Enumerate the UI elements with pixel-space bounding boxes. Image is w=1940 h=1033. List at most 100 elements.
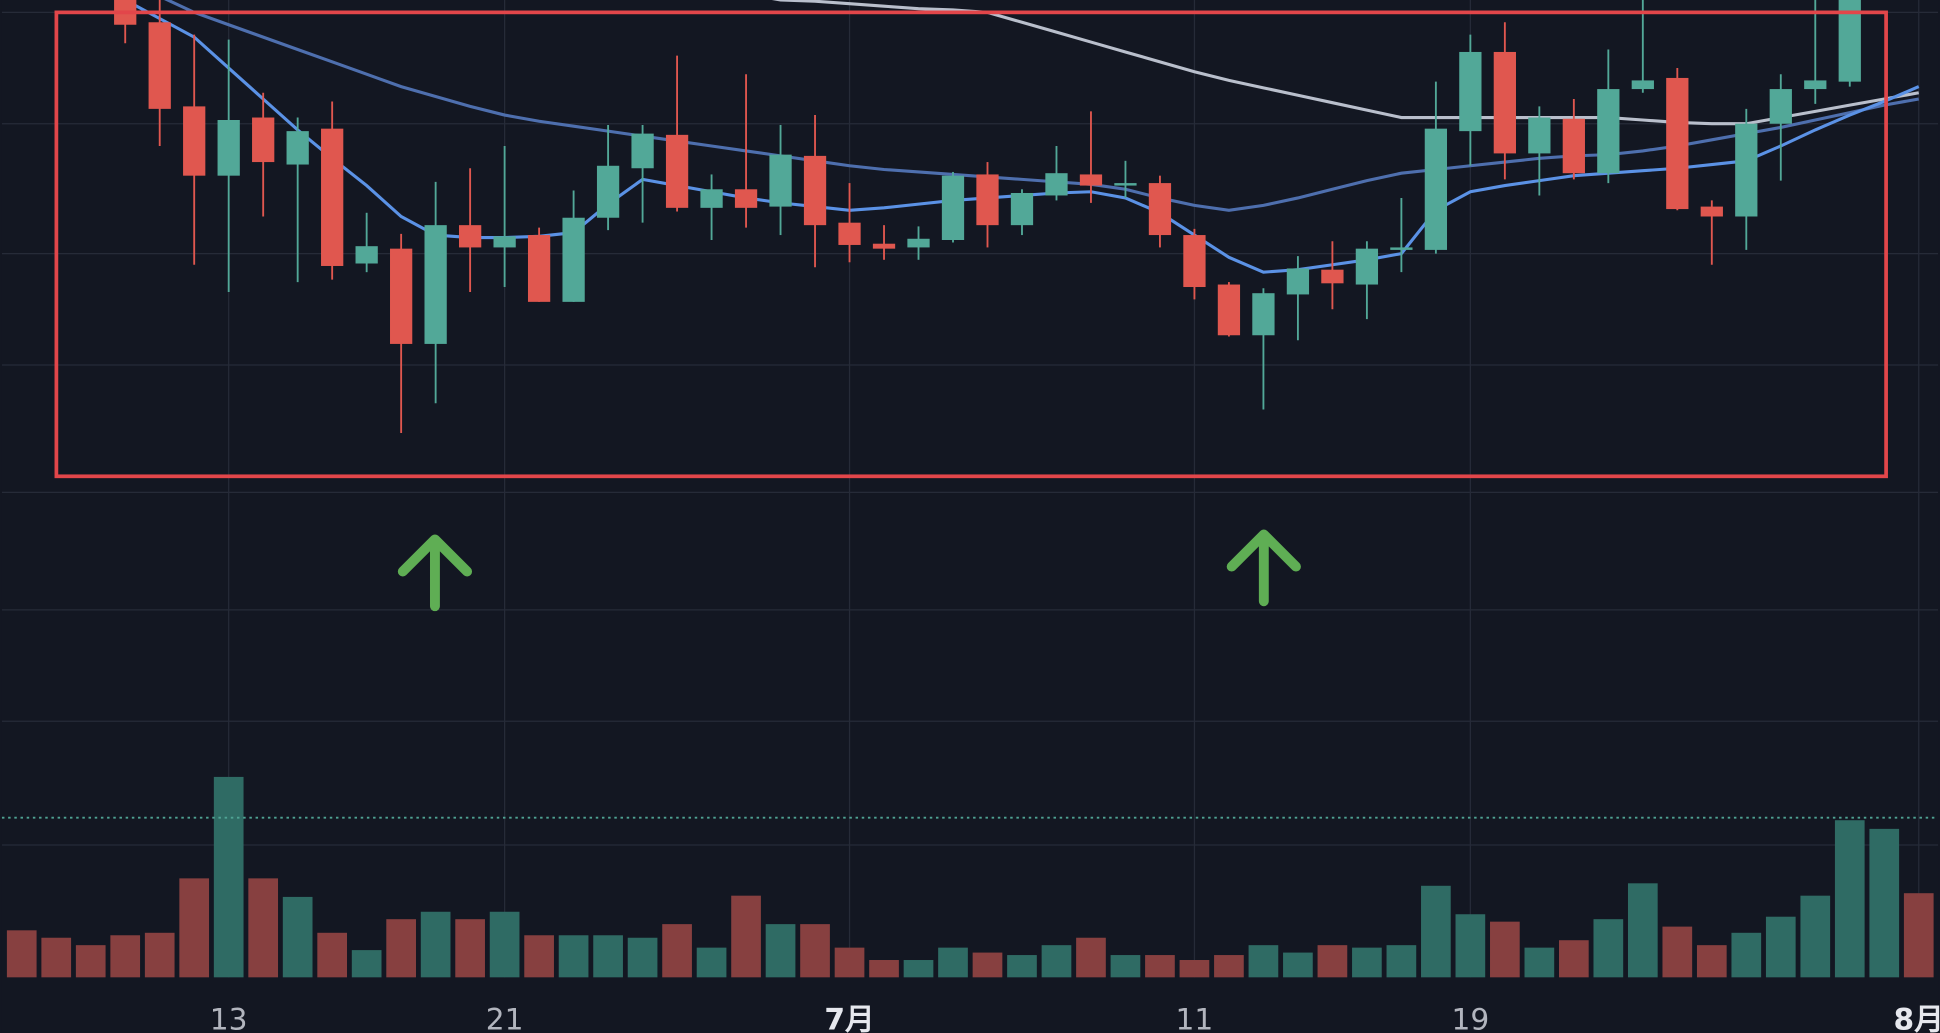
candle-body bbox=[631, 133, 654, 169]
volume-bar bbox=[1317, 945, 1348, 978]
volume-bar bbox=[489, 911, 520, 978]
candle-body bbox=[1217, 284, 1241, 336]
x-tick-label: 13 bbox=[210, 1002, 248, 1033]
volume-bar bbox=[593, 935, 623, 978]
candle-body bbox=[1838, 0, 1861, 82]
candle-body bbox=[1804, 80, 1827, 90]
candle-body bbox=[769, 154, 792, 207]
x-axis: 13 21 7月 11 19 8月 bbox=[210, 1002, 1940, 1033]
volume-bar bbox=[1524, 947, 1555, 978]
volume-bar bbox=[1386, 945, 1417, 978]
highlight-box bbox=[54, 10, 1888, 479]
candle-body bbox=[493, 236, 516, 248]
volume-bar bbox=[6, 930, 37, 978]
candle-body bbox=[1355, 248, 1379, 285]
volume bbox=[1, 776, 1939, 978]
volume-bar bbox=[972, 952, 1003, 978]
volume-bar bbox=[800, 924, 830, 978]
candle-body bbox=[458, 225, 482, 248]
volume-bar bbox=[1248, 945, 1279, 978]
candle-body bbox=[1769, 89, 1792, 124]
candle-body bbox=[596, 165, 620, 218]
volume-bar bbox=[1558, 940, 1589, 978]
volume-bar bbox=[1041, 945, 1072, 978]
x-tick-label: 19 bbox=[1451, 1002, 1489, 1033]
volume-bar bbox=[1696, 945, 1727, 978]
volume-bar bbox=[1179, 960, 1210, 978]
candle-body bbox=[1045, 173, 1068, 196]
volume-bar bbox=[1490, 921, 1520, 978]
candle-body bbox=[976, 174, 999, 226]
candle-body bbox=[941, 175, 965, 241]
candle-body bbox=[1114, 183, 1137, 186]
volume-bar bbox=[213, 776, 244, 978]
volume-bar bbox=[1593, 919, 1624, 978]
candle-body bbox=[1286, 268, 1310, 295]
candle-body bbox=[803, 155, 827, 226]
volume-bar bbox=[1421, 885, 1451, 978]
volume-bar bbox=[282, 896, 313, 978]
volume-bar bbox=[1869, 828, 1900, 978]
volume-bar bbox=[1731, 932, 1762, 978]
volume-bar bbox=[41, 937, 72, 978]
volume-bar bbox=[1455, 914, 1486, 978]
candle-body bbox=[1252, 293, 1275, 336]
candle-body bbox=[562, 217, 585, 302]
candle-body bbox=[183, 106, 206, 176]
candle-body bbox=[1148, 183, 1172, 236]
candle-body bbox=[907, 238, 930, 248]
candle-body bbox=[527, 235, 551, 302]
volume-bar bbox=[1662, 926, 1693, 978]
volume-bar bbox=[524, 935, 554, 978]
volume-bar bbox=[903, 960, 934, 978]
candle-body bbox=[1010, 192, 1034, 226]
candle-body bbox=[321, 128, 344, 266]
volume-bar bbox=[75, 945, 106, 978]
candle-body bbox=[838, 222, 861, 245]
arrows bbox=[397, 529, 1301, 612]
candle-body bbox=[1631, 80, 1654, 90]
candle-body bbox=[1528, 117, 1551, 154]
volume-bar bbox=[869, 960, 899, 978]
x-tick-label: 7月 bbox=[824, 1002, 874, 1033]
volume-bar bbox=[1765, 916, 1796, 978]
volume-bar bbox=[455, 919, 485, 978]
volume-bar bbox=[110, 935, 141, 978]
volume-bar bbox=[1352, 947, 1382, 978]
candle-body bbox=[665, 134, 689, 208]
volume-bar bbox=[1903, 893, 1934, 978]
volume-bar bbox=[1145, 955, 1175, 978]
volume-bar bbox=[351, 950, 382, 978]
volume-bar bbox=[765, 924, 796, 978]
candle-body bbox=[1597, 89, 1620, 174]
volume-bar bbox=[248, 878, 279, 978]
volume-bar bbox=[1110, 955, 1141, 978]
x-tick-label: 8月 bbox=[1894, 1002, 1940, 1033]
volume-bar bbox=[627, 937, 658, 978]
candle-body bbox=[872, 243, 896, 249]
candle-body bbox=[700, 189, 723, 208]
volume-bar bbox=[386, 919, 416, 978]
candle-body bbox=[1666, 77, 1689, 210]
candle-body bbox=[1459, 51, 1482, 132]
volume-bar bbox=[1214, 955, 1244, 978]
candle-body bbox=[734, 189, 758, 208]
volume-bar bbox=[731, 895, 761, 978]
candle-body bbox=[1424, 128, 1448, 250]
candle-body bbox=[1321, 269, 1344, 284]
candle-body bbox=[286, 131, 309, 165]
volume-bar bbox=[558, 935, 589, 978]
candle-body bbox=[1735, 123, 1758, 217]
volume-bar bbox=[1283, 952, 1313, 978]
candle-body bbox=[1700, 206, 1723, 217]
candle-body bbox=[217, 120, 240, 176]
candles bbox=[114, 0, 1861, 433]
volume-bar bbox=[179, 878, 210, 978]
candle-body bbox=[424, 225, 447, 344]
volume-bar bbox=[1076, 937, 1106, 978]
candle-body bbox=[1183, 235, 1206, 288]
volume-bar bbox=[144, 932, 175, 978]
volume-bar bbox=[1834, 820, 1865, 978]
volume-bar bbox=[696, 947, 727, 978]
